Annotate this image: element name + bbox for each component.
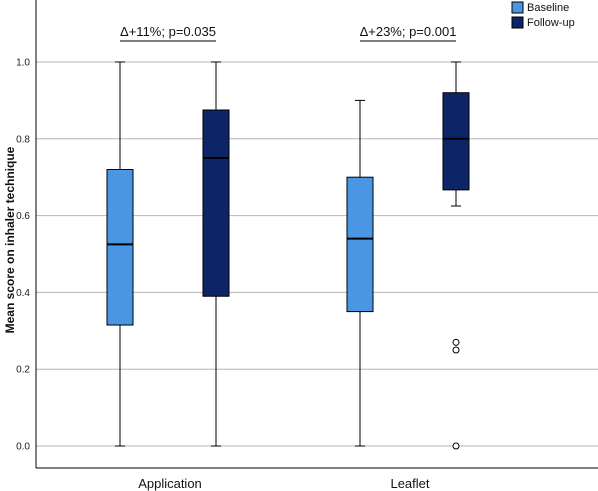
legend-swatch — [511, 16, 524, 29]
box-follow-up-application — [202, 61, 230, 447]
legend: Baseline Follow-up — [511, 1, 575, 29]
iqr-box — [106, 169, 134, 326]
legend-swatch — [511, 1, 524, 14]
outlier-point — [452, 346, 460, 354]
significance-label: Δ+23%; p=0.001 — [360, 24, 457, 39]
outlier-point — [452, 442, 460, 450]
iqr-box — [202, 109, 230, 297]
y-tick-label: 0.0 — [16, 442, 30, 453]
legend-label: Baseline — [527, 2, 569, 14]
iqr-box — [346, 176, 374, 313]
x-category-label: Leaflet — [390, 476, 429, 491]
y-axis-ticks: 0.0 0.2 0.4 0.6 0.8 1.0 — [16, 58, 30, 453]
boxes — [106, 61, 470, 450]
y-tick-label: 0.4 — [16, 288, 30, 299]
x-axis-category-labels: Application Leaflet — [138, 476, 430, 491]
iqr-box — [442, 92, 470, 191]
legend-label: Follow-up — [527, 17, 575, 29]
box-baseline-application — [106, 61, 134, 447]
box-follow-up-leaflet — [442, 61, 470, 450]
y-axis-label: Mean score on inhaler technique — [3, 146, 17, 333]
outlier-point — [452, 338, 460, 346]
box-baseline-leaflet — [346, 99, 374, 447]
y-tick-label: 0.2 — [16, 365, 30, 376]
y-tick-label: 0.6 — [16, 211, 30, 222]
y-tick-label: 0.8 — [16, 134, 30, 145]
significance-label: Δ+11%; p=0.035 — [120, 24, 216, 39]
significance-annotations: Δ+11%; p=0.035 Δ+23%; p=0.001 — [120, 24, 457, 42]
y-tick-label: 1.0 — [16, 58, 30, 69]
x-category-label: Application — [138, 476, 202, 491]
